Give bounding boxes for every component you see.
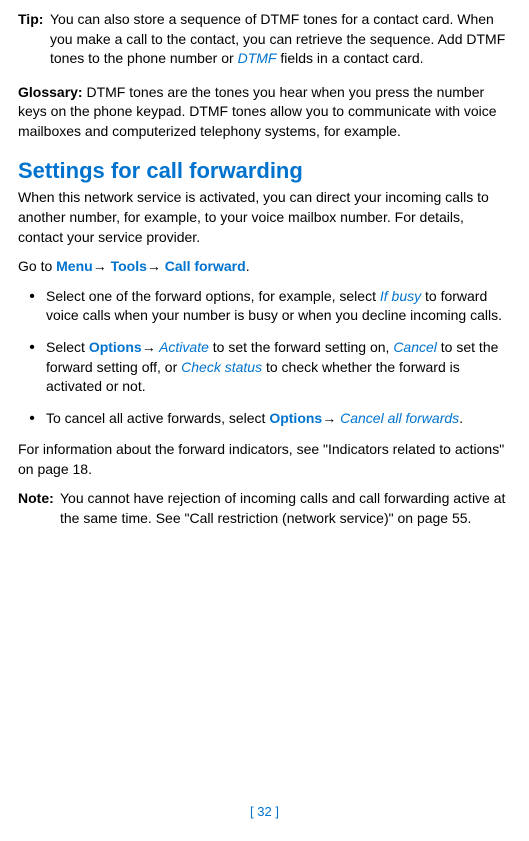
b3-period: . (459, 410, 463, 426)
list-item: • Select Options→ Activate to set the fo… (18, 338, 511, 397)
bullet-dot: • (18, 287, 46, 326)
tip-text: You can also store a sequence of DTMF to… (50, 10, 511, 69)
cancel-link[interactable]: Cancel (393, 339, 437, 355)
dtmf-link[interactable]: DTMF (238, 50, 277, 66)
bullet-dot: • (18, 338, 46, 397)
bullet-text-1: Select one of the forward options, for e… (46, 287, 511, 326)
activate-link[interactable]: Activate (156, 339, 209, 355)
options-link-1[interactable]: Options (89, 339, 142, 355)
nav-prefix: Go to (18, 258, 56, 274)
cancelall-link[interactable]: Cancel all forwards (336, 410, 459, 426)
b2-t2: to set the forward setting on, (209, 339, 393, 355)
arrow-4: → (322, 410, 336, 426)
info-paragraph: For information about the forward indica… (18, 440, 511, 479)
checkstatus-link[interactable]: Check status (181, 359, 262, 375)
bullet-text-3: To cancel all active forwards, select Op… (46, 409, 511, 429)
glossary-text: DTMF tones are the tones you hear when y… (18, 84, 497, 139)
page-number: [ 32 ] (0, 803, 529, 821)
glossary-block: Glossary: DTMF tones are the tones you h… (18, 83, 511, 142)
glossary-label: Glossary: (18, 84, 83, 100)
tip-label: Tip: (18, 10, 43, 30)
arrow-2: → (147, 258, 161, 274)
bullet-list: • Select one of the forward options, for… (18, 287, 511, 429)
note-block: Note: You cannot have rejection of incom… (18, 489, 511, 528)
tip-text-2: fields in a contact card. (276, 50, 423, 66)
arrow-3: → (142, 339, 156, 355)
bullet-dot: • (18, 409, 46, 429)
ifbusy-link[interactable]: If busy (380, 288, 421, 304)
nav-line: Go to Menu→ Tools→ Call forward. (18, 257, 511, 277)
arrow-1: → (93, 258, 107, 274)
options-link-2[interactable]: Options (269, 410, 322, 426)
list-item: • Select one of the forward options, for… (18, 287, 511, 326)
b2-t1: Select (46, 339, 89, 355)
tip-block: Tip: You can also store a sequence of DT… (18, 10, 511, 69)
callforward-link[interactable]: Call forward (165, 258, 246, 274)
heading-call-forwarding: Settings for call forwarding (18, 156, 511, 187)
note-label: Note: (18, 489, 54, 509)
bullet-text-2: Select Options→ Activate to set the forw… (46, 338, 511, 397)
tools-link[interactable]: Tools (111, 258, 147, 274)
menu-link[interactable]: Menu (56, 258, 93, 274)
b3-t1: To cancel all active forwards, select (46, 410, 269, 426)
list-item: • To cancel all active forwards, select … (18, 409, 511, 429)
b1-t1: Select one of the forward options, for e… (46, 288, 380, 304)
note-text: You cannot have rejection of incoming ca… (60, 489, 511, 528)
intro-text: When this network service is activated, … (18, 188, 511, 247)
